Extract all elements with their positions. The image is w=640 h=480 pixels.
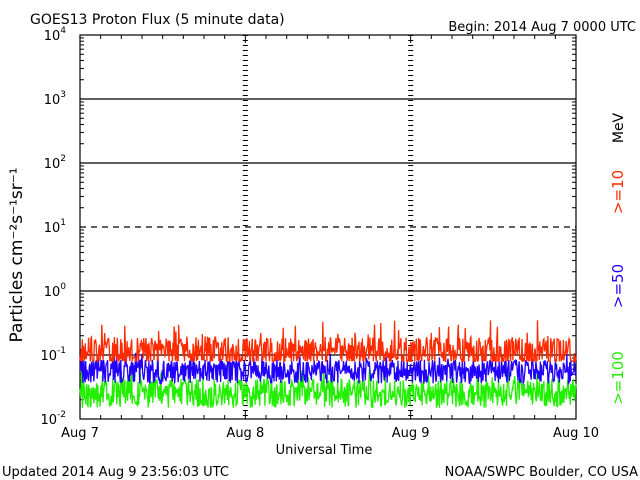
x-axis-label: Universal Time: [276, 443, 373, 458]
y-tick-label: 104: [44, 26, 67, 44]
x-tick-label: Aug 8: [226, 426, 264, 441]
y-tick-label: 103: [44, 90, 66, 108]
credit-label: NOAA/SWPC Boulder, CO USA: [445, 465, 638, 480]
legend-entry: >=50: [609, 264, 627, 308]
x-tick-label: Aug 10: [553, 426, 599, 441]
updated-timestamp: Updated 2014 Aug 9 23:56:03 UTC: [2, 465, 229, 480]
y-tick-label: 102: [44, 154, 66, 172]
y-tick-label: 10-1: [40, 346, 66, 364]
x-tick-label: Aug 9: [392, 426, 430, 441]
y-tick-label: 101: [44, 218, 66, 236]
series-line: [79, 320, 577, 364]
series-line: [79, 367, 577, 409]
y-tick-label: 10-2: [40, 410, 66, 428]
begin-time: Begin: 2014 Aug 7 0000 UTC: [448, 20, 636, 35]
x-tick-label: Aug 7: [61, 426, 99, 441]
chart-title: GOES13 Proton Flux (5 minute data): [30, 12, 285, 28]
legend-entry: >=100: [609, 351, 627, 405]
series-line: [79, 352, 577, 386]
y-tick-label: 100: [44, 282, 67, 300]
unit-label: MeV: [611, 112, 627, 143]
legend-entry: >=10: [609, 170, 627, 214]
y-axis-label: Particles cm⁻²s⁻¹sr⁻¹: [7, 167, 27, 342]
